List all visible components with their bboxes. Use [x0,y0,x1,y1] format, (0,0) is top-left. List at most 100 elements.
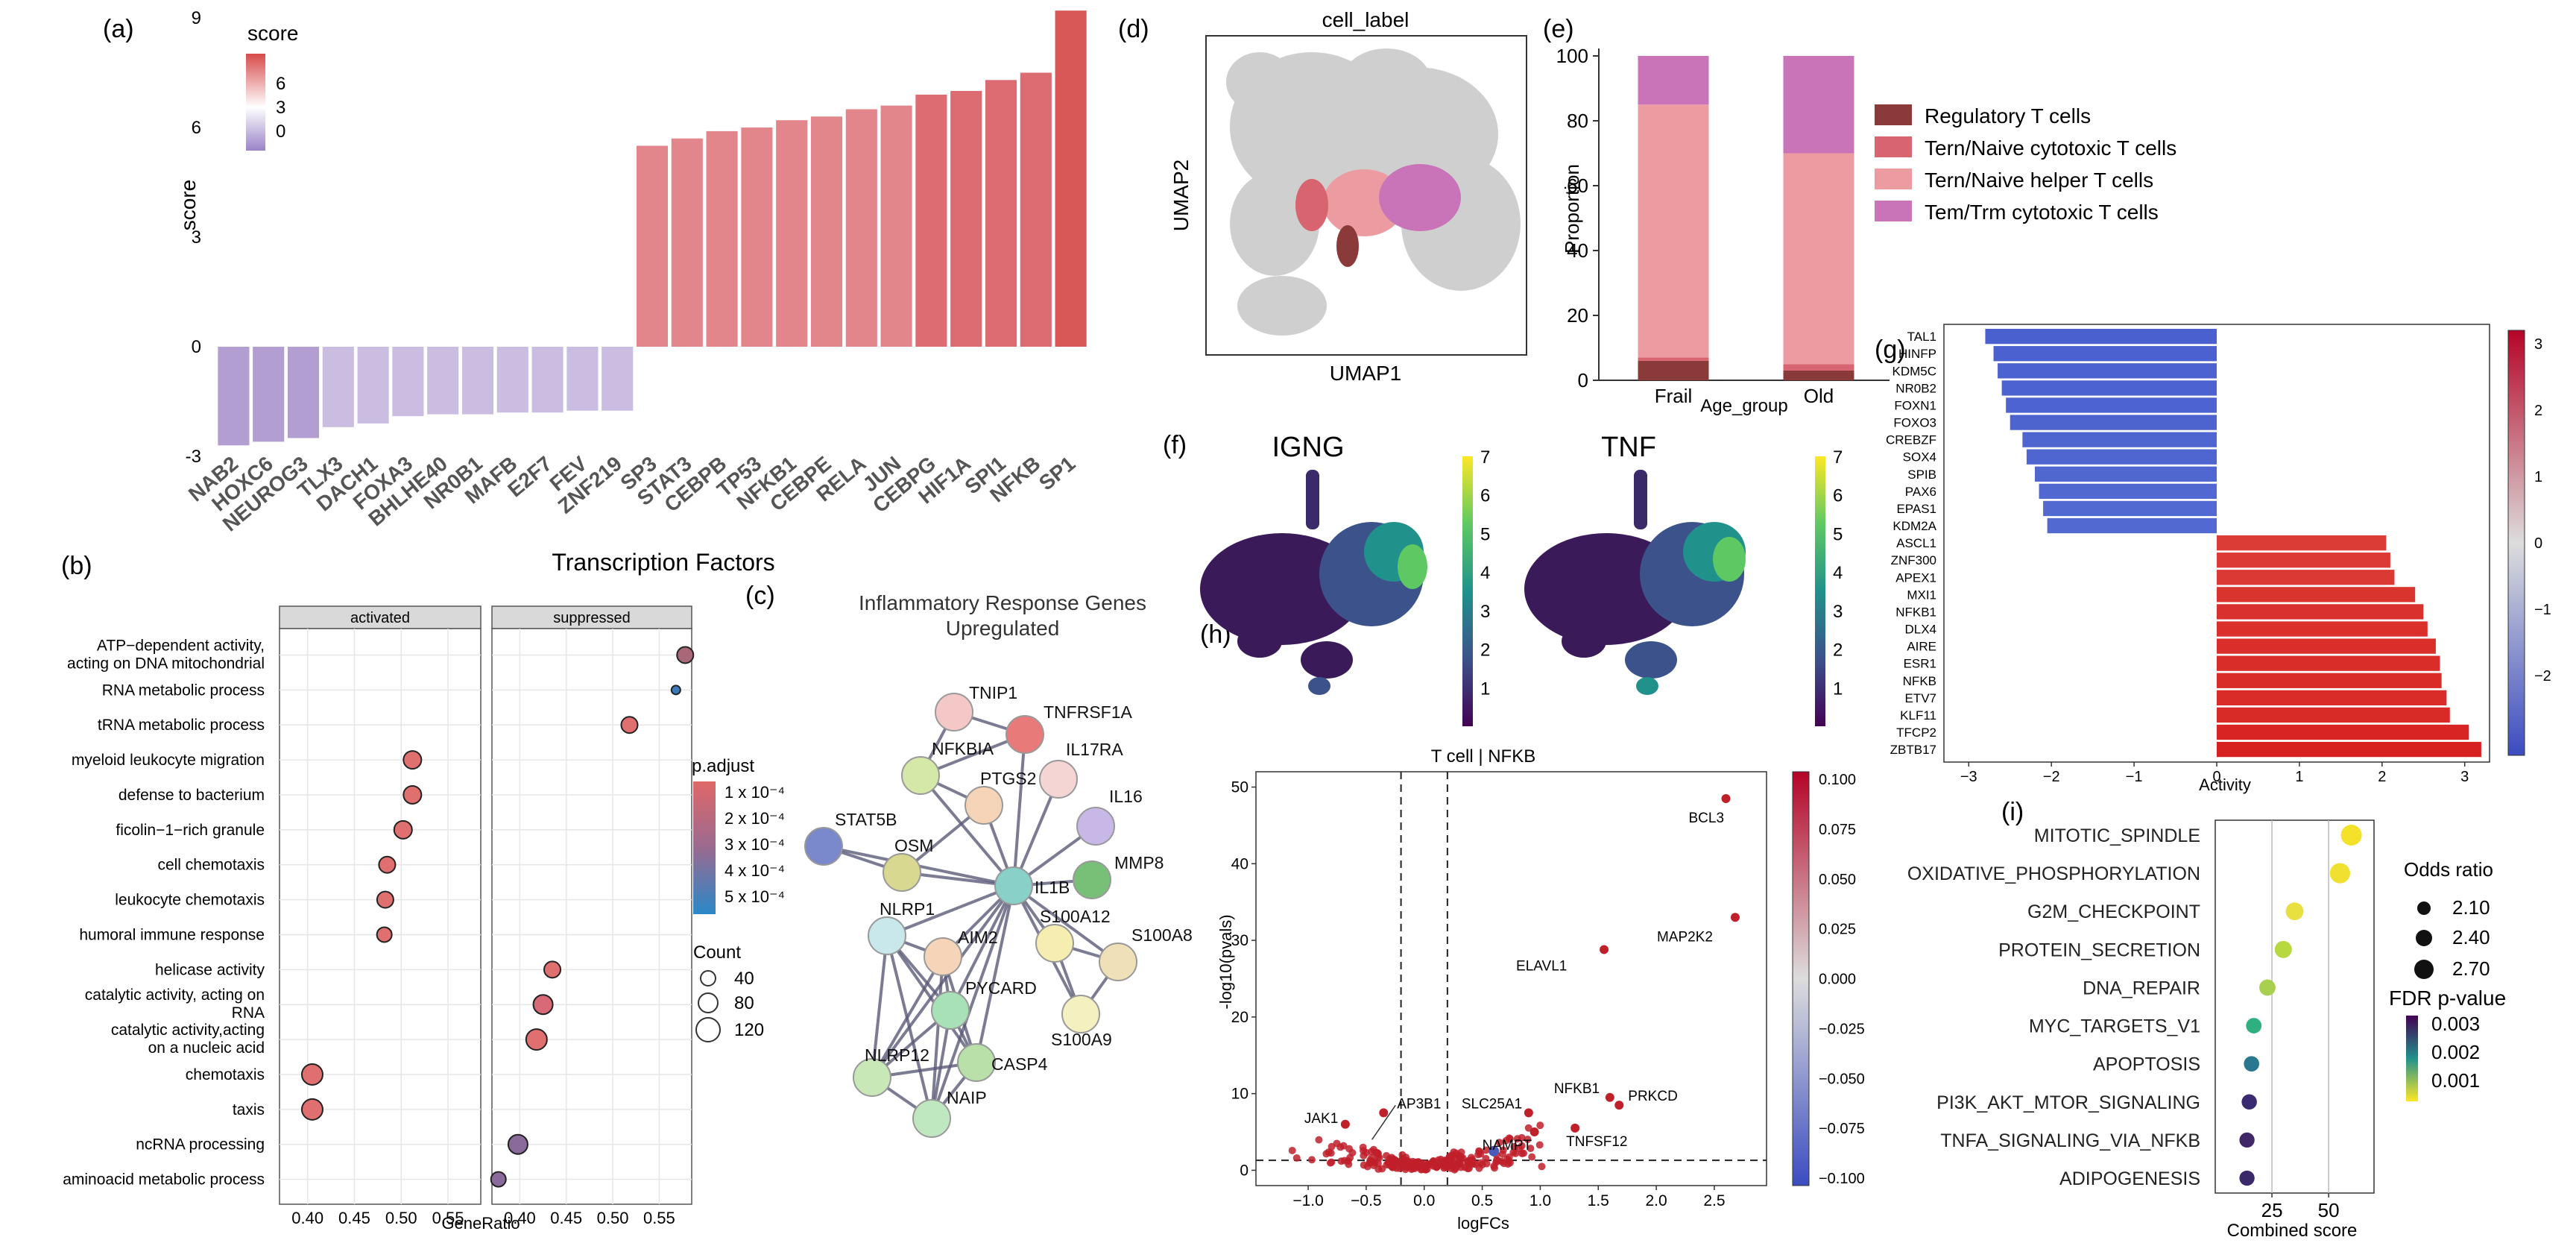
panel-i-color-legend-label: 0.002 [2431,1041,2480,1063]
panel-c-title-line1: Inflammatory Response Genes [859,591,1146,614]
panel-i-dot [2239,1132,2255,1148]
panel-b-term-label: acting on DNA mitochondrial [67,655,265,672]
panel-h-labeled-point [1605,1092,1614,1102]
panel-f-cbar-tick: 1 [1480,679,1490,699]
panel-h-point [1383,1151,1391,1159]
panel-g-colorbar [2507,330,2525,756]
panel-h-labeled-point [1614,1101,1624,1110]
panel-g-cbar-tick: 3 [2534,336,2542,353]
panel-i-term-label: TNFA_SIGNALING_VIA_NFKB [1940,1130,2200,1151]
panel-c-node [957,1043,996,1082]
panel-b-dot [543,960,562,979]
panel-e-bar-segment [1638,104,1709,358]
panel-a-ytick: 3 [192,227,201,248]
panel-h-point-label: MAP2K2 [1657,929,1713,945]
panel-h-point-label: PRKCD [1628,1089,1678,1104]
panel-c-edge [871,884,1015,1079]
panel-a-bar [253,347,285,442]
panel-g-ytick: NR0B2 [1895,381,1936,395]
panel-c-node [804,827,843,866]
panel-b-term-label: RNA [232,1004,265,1022]
panel-i-term-label: OXIDATIVE_PHOSPHORYLATION [1907,863,2200,884]
panel-a-ytick: -3 [186,447,201,467]
panel-h-xtick: 2.5 [1703,1192,1725,1209]
panel-c-edge [871,935,888,1078]
panel-h-point [1315,1136,1323,1144]
panel-i-dot [2244,1056,2260,1072]
panel-a-bar [671,138,703,347]
panel-h-point-label: AP3B1 [1397,1096,1441,1112]
panel-a-bar [496,347,528,413]
panel-h-ytick: 0 [1240,1162,1248,1179]
panel-b-term-label: ncRNA processing [136,1136,265,1154]
panel-g-bar [2217,724,2469,740]
panel-b-dot [670,685,681,696]
panel-i-xtick: 50 [2318,1199,2340,1221]
panel-c-node-label: S100A12 [1040,907,1111,926]
panel-c-node [1076,807,1115,846]
panel-label-a: (a) [103,15,134,43]
panel-b-xtick: 0.45 [550,1209,582,1227]
panel-b-term-label: tRNA metabolic process [98,717,265,734]
panel-g-bar [2022,432,2217,447]
panel-i-term-label: DNA_REPAIR [2083,978,2200,998]
panel-a-bar [461,347,494,415]
panel-f-cbar-tick: 4 [1833,563,1843,583]
panel-b-term-label: catalytic activity, acting on [85,986,265,1004]
panel-g-bar [2217,604,2424,620]
panel-f-umap-tnf [1524,470,1746,695]
panel-g-ytick: ETV7 [1904,691,1936,705]
panel-c-edge [886,934,978,1064]
panel-b-facet-strip [279,605,482,629]
panel-e-bar-segment [1783,370,1854,380]
panel-h-point [1292,1154,1301,1162]
panel-f-title-igng: IGNG [1272,432,1344,463]
panel-f-colorbar-igng [1462,456,1473,726]
panel-h-cbar-tick: 0.050 [1819,872,1856,888]
panel-h-point-label: JAK1 [1304,1111,1338,1127]
panel-b-size-legend-dot [700,970,716,986]
panel-b-enrichment-dotplot: activated 0.40 0.45 0.50 0.55 suppressed 0.40 0… [63,605,695,1227]
panel-i-dot [2285,902,2304,921]
panel-g-ytick: HINFP [1898,347,1936,361]
panel-g-bar [2217,655,2440,671]
panel-c-node-label: NAIP [947,1088,987,1107]
panel-h-point-label: SLC25A1 [1462,1096,1522,1112]
panel-h-ytick: 20 [1231,1009,1248,1026]
panel-b-size-legend-title: Count [693,943,741,963]
panel-e-legend-label: Tern/Naive cytotoxic T cells [1925,136,2176,160]
panel-h-point [1360,1161,1368,1169]
panel-g-xtick: 1 [2295,769,2303,785]
panel-label-d: (d) [1118,15,1149,43]
panel-c-node [924,937,962,976]
panel-b-term-label: aminoacid metabolic process [63,1171,265,1189]
panel-i-color-legend-title: FDR p-value [2389,986,2506,1010]
panel-i-term-label: PI3K_AKT_MTOR_SIGNALING [1936,1092,2200,1113]
panel-g-bar [2217,621,2428,637]
panel-c-edge [871,955,944,1079]
panel-e-bar-segment [1783,153,1854,365]
panel-c-node-label: S100A9 [1051,1030,1112,1049]
panel-c-node-label: PTGS2 [980,769,1036,788]
panel-i-term-label: G2M_CHECKPOINT [2027,901,2200,922]
panel-b-xtick: 0.55 [643,1209,675,1227]
panel-g-xlabel: Activity [2199,775,2251,794]
panel-h-point-label: NAMPT [1483,1138,1532,1154]
panel-h-cbar-tick: 0.100 [1819,772,1856,788]
panel-d-cell-cloud-colored [1295,164,1461,267]
panel-i-size-legend-dot [2414,960,2434,979]
panel-f-umap-igng [1200,470,1427,695]
panel-h-point [1513,1135,1521,1143]
panel-a-bar [322,347,354,427]
panel-h-point [1427,1159,1436,1167]
panel-h-ytick: 50 [1231,779,1248,796]
panel-b-xtick: 0.40 [291,1209,323,1227]
panel-g-bar [2001,380,2217,396]
panel-c-node-label: OSM [894,836,933,855]
panel-b-dot [402,784,423,805]
panel-i-frame [2214,819,2375,1194]
panel-g-bar [2047,517,2217,534]
panel-f-cbar-tick: 2 [1833,641,1843,661]
panel-g-xtick: −2 [2043,769,2060,785]
panel-h-point [1374,1150,1383,1158]
